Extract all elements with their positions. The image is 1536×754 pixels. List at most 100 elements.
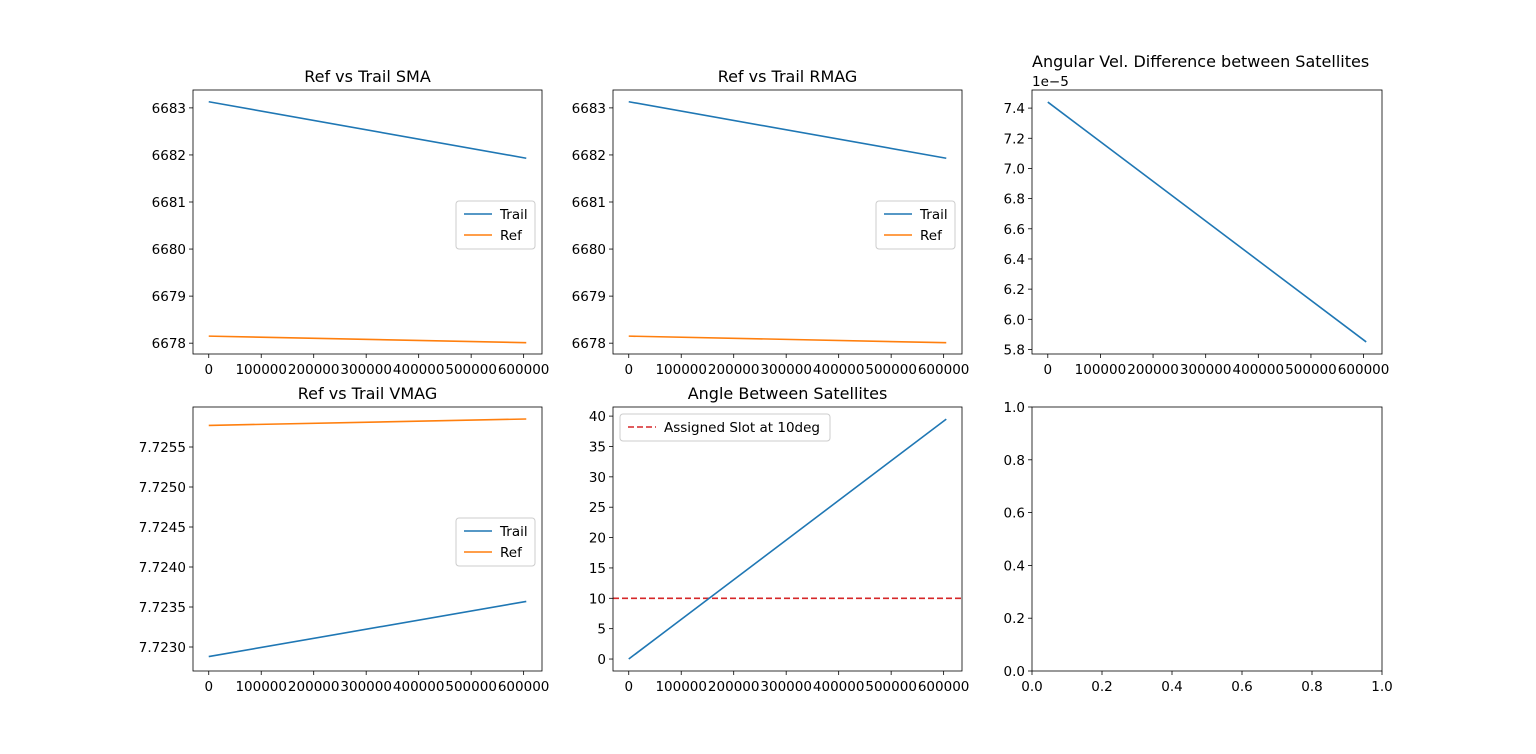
subplot-4: Ref vs Trail VMAG 0 100000 200000 300000 4000…	[139, 384, 550, 695]
subplot-title: Angle Between Satellites	[688, 384, 888, 403]
y-tick-label: 0.8	[1004, 453, 1025, 469]
y-tick-label: 30	[589, 470, 606, 486]
x-tick-label: 400000	[813, 679, 865, 695]
y-tick-label: 0	[597, 652, 606, 668]
y-tick-label: 25	[589, 500, 606, 516]
subplot-title: Angular Vel. Difference between Satellit…	[1032, 52, 1369, 71]
subplot-title: Ref vs Trail VMAG	[298, 384, 437, 403]
y-tick-label: 7.7255	[139, 440, 186, 456]
series-line-ref	[208, 335, 527, 344]
x-tick-label: 500000	[865, 362, 917, 378]
x-tick-label: 0	[624, 679, 633, 695]
axes-frame	[1031, 89, 1383, 355]
x-tick-label: 1.0	[1371, 679, 1392, 695]
y-tick-label: 7.7250	[139, 480, 186, 496]
x-tick-label: 0.4	[1161, 679, 1182, 695]
y-tick-label: 7.7245	[139, 520, 186, 536]
legend: Assigned Slot at 10deg	[619, 413, 831, 442]
y-tick-label: 6682	[152, 148, 186, 164]
y-tick-label: 0.4	[1004, 558, 1025, 574]
y-tick-label: 7.7235	[139, 600, 186, 616]
y-tick-label: 0.2	[1004, 611, 1025, 627]
y-tick-label: 7.4	[1004, 101, 1025, 117]
y-tick-label: 7.7230	[139, 640, 186, 656]
legend-label: Trail	[499, 207, 528, 223]
x-tick-label: 100000	[1075, 362, 1127, 378]
x-tick-label: 400000	[813, 362, 865, 378]
x-tick-label: 200000	[288, 362, 340, 378]
x-tick-label: 600000	[498, 362, 550, 378]
series-line-trail	[208, 600, 527, 658]
y-tick-label: 6681	[152, 195, 186, 211]
legend-box	[619, 413, 831, 442]
x-tick-label: 0.0	[1021, 679, 1042, 695]
legend: Trail Ref	[455, 517, 536, 567]
y-tick-label: 1.0	[1004, 400, 1025, 416]
x-tick-label: 300000	[760, 362, 812, 378]
y-tick-label: 6681	[572, 195, 606, 211]
x-tick-label: 600000	[918, 679, 970, 695]
y-offset-label: 1e−5	[1032, 74, 1069, 90]
x-tick-label: 500000	[445, 679, 497, 695]
x-tick-label: 400000	[1233, 362, 1285, 378]
y-tick-label: 6680	[152, 242, 186, 258]
y-tick-label: 6.2	[1004, 282, 1025, 298]
x-tick-label: 100000	[235, 679, 287, 695]
axes-frame	[192, 89, 543, 355]
axes-frame	[612, 89, 963, 355]
x-tick-label: 300000	[340, 679, 392, 695]
y-tick-label: 35	[589, 439, 606, 455]
series-line-1	[628, 418, 947, 660]
x-tick-label: 300000	[760, 679, 812, 695]
legend: Trail Ref	[875, 200, 956, 250]
series-line-trail	[628, 100, 947, 160]
x-tick-label: 100000	[235, 362, 287, 378]
y-tick-label: 6680	[572, 242, 606, 258]
legend-label: Trail	[919, 207, 948, 223]
subplot-2: Ref vs Trail RMAG 0 100000 200000 300000 4000…	[572, 67, 970, 378]
subplot-3: Angular Vel. Difference between Satellit…	[1004, 52, 1390, 378]
legend-label: Ref	[920, 228, 943, 244]
x-tick-label: 400000	[393, 362, 445, 378]
subplot-title: Ref vs Trail SMA	[304, 67, 431, 86]
axes-frame	[1031, 406, 1383, 672]
legend-label: Assigned Slot at 10deg	[664, 420, 820, 436]
x-tick-label: 600000	[918, 362, 970, 378]
subplot-6: 0.0 0.2 0.4 0.6 0.8 1.0 0.0 0.2 0.4 0.6 0.8 1.0	[1004, 400, 1393, 695]
x-tick-label: 600000	[1338, 362, 1390, 378]
axes-frame	[192, 406, 543, 672]
x-tick-label: 300000	[340, 362, 392, 378]
y-tick-label: 15	[589, 561, 606, 577]
x-tick-label: 100000	[655, 362, 707, 378]
y-tick-label: 6679	[572, 289, 606, 305]
x-tick-label: 200000	[288, 679, 340, 695]
y-tick-label: 6678	[572, 336, 606, 352]
x-tick-label: 200000	[1127, 362, 1179, 378]
x-tick-label: 0.8	[1301, 679, 1322, 695]
x-tick-label: 200000	[708, 362, 760, 378]
x-tick-label: 500000	[445, 362, 497, 378]
y-tick-label: 6.0	[1004, 312, 1025, 328]
x-tick-label: 0	[204, 362, 213, 378]
series-line-ref	[208, 418, 527, 427]
y-tick-label: 0.6	[1004, 506, 1025, 522]
y-tick-label: 6.6	[1004, 222, 1025, 238]
y-tick-label: 5	[597, 622, 606, 638]
subplot-1: Ref vs Trail SMA 0 100000 200000 300000 40000…	[152, 67, 550, 378]
series-line-trail	[208, 100, 527, 160]
x-tick-label: 0	[204, 679, 213, 695]
y-tick-label: 0.0	[1004, 664, 1025, 680]
y-tick-label: 6683	[152, 101, 186, 117]
y-tick-label: 7.7240	[139, 560, 186, 576]
subplot-title: Ref vs Trail RMAG	[718, 67, 858, 86]
x-tick-label: 400000	[393, 679, 445, 695]
x-tick-label: 0.2	[1091, 679, 1112, 695]
y-tick-label: 6678	[152, 336, 186, 352]
y-tick-label: 6.4	[1004, 252, 1025, 268]
series-line-ref	[628, 335, 947, 344]
legend-box	[875, 200, 956, 250]
y-tick-label: 6683	[572, 101, 606, 117]
x-tick-label: 0	[1043, 362, 1052, 378]
